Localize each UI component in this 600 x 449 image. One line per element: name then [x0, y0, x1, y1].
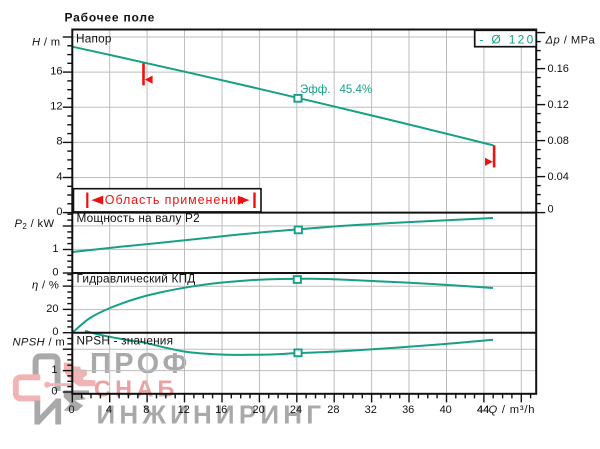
- svg-text:40: 40: [440, 404, 452, 416]
- svg-text:28: 28: [327, 404, 339, 416]
- svg-text:Напор: Напор: [76, 31, 112, 45]
- svg-text:- Ø 120: - Ø 120: [480, 32, 536, 46]
- svg-text:Область применения: Область применения: [105, 193, 245, 207]
- svg-text:20: 20: [252, 404, 264, 416]
- svg-text:P2 / kW: P2 / kW: [15, 218, 55, 231]
- svg-text:32: 32: [365, 404, 377, 416]
- svg-text:1: 1: [52, 243, 58, 255]
- svg-text:16: 16: [215, 404, 227, 416]
- svg-text:20: 20: [46, 303, 58, 315]
- svg-text:36: 36: [402, 404, 414, 416]
- svg-text:Q / m³/h: Q / m³/h: [489, 404, 536, 416]
- svg-text:0.04: 0.04: [548, 171, 569, 183]
- svg-text:η / %: η / %: [32, 280, 59, 292]
- svg-text:0: 0: [52, 266, 58, 278]
- svg-text:0.16: 0.16: [548, 63, 569, 75]
- svg-text:16: 16: [50, 66, 62, 78]
- svg-text:8: 8: [143, 404, 149, 416]
- svg-text:Гидравлический КПД: Гидравлический КПД: [77, 272, 196, 286]
- svg-text:NPSH - значения: NPSH - значения: [77, 334, 174, 348]
- svg-text:12: 12: [178, 404, 190, 416]
- svg-text:24: 24: [290, 404, 302, 416]
- svg-text:12: 12: [50, 101, 62, 113]
- svg-text:ИНЖИНИРИНГ: ИНЖИНИРИНГ: [97, 400, 326, 430]
- svg-text:0.12: 0.12: [548, 99, 569, 111]
- svg-text:0: 0: [548, 203, 554, 215]
- svg-text:4: 4: [106, 404, 112, 416]
- svg-text:0: 0: [52, 326, 58, 338]
- svg-text:Δp / MPa: Δp / MPa: [545, 35, 596, 47]
- svg-text:44: 44: [477, 404, 489, 416]
- svg-text:Рабочее поле: Рабочее поле: [65, 11, 156, 25]
- svg-text:СНАБ: СНАБ: [94, 376, 179, 402]
- svg-text:0: 0: [56, 206, 62, 218]
- svg-text:8: 8: [56, 136, 62, 148]
- svg-text:44: 44: [477, 404, 489, 416]
- svg-text:Мощность на валу P2: Мощность на валу P2: [77, 211, 200, 225]
- svg-text:1: 1: [51, 364, 57, 376]
- svg-text:0.08: 0.08: [548, 135, 569, 147]
- svg-text:0: 0: [68, 404, 74, 416]
- svg-text:H / m: H / m: [32, 37, 60, 49]
- svg-text:ПРОФ: ПРОФ: [90, 348, 191, 380]
- svg-text:0: 0: [51, 385, 57, 397]
- svg-text:NPSH / m: NPSH / m: [13, 337, 66, 349]
- svg-text:4: 4: [56, 171, 62, 183]
